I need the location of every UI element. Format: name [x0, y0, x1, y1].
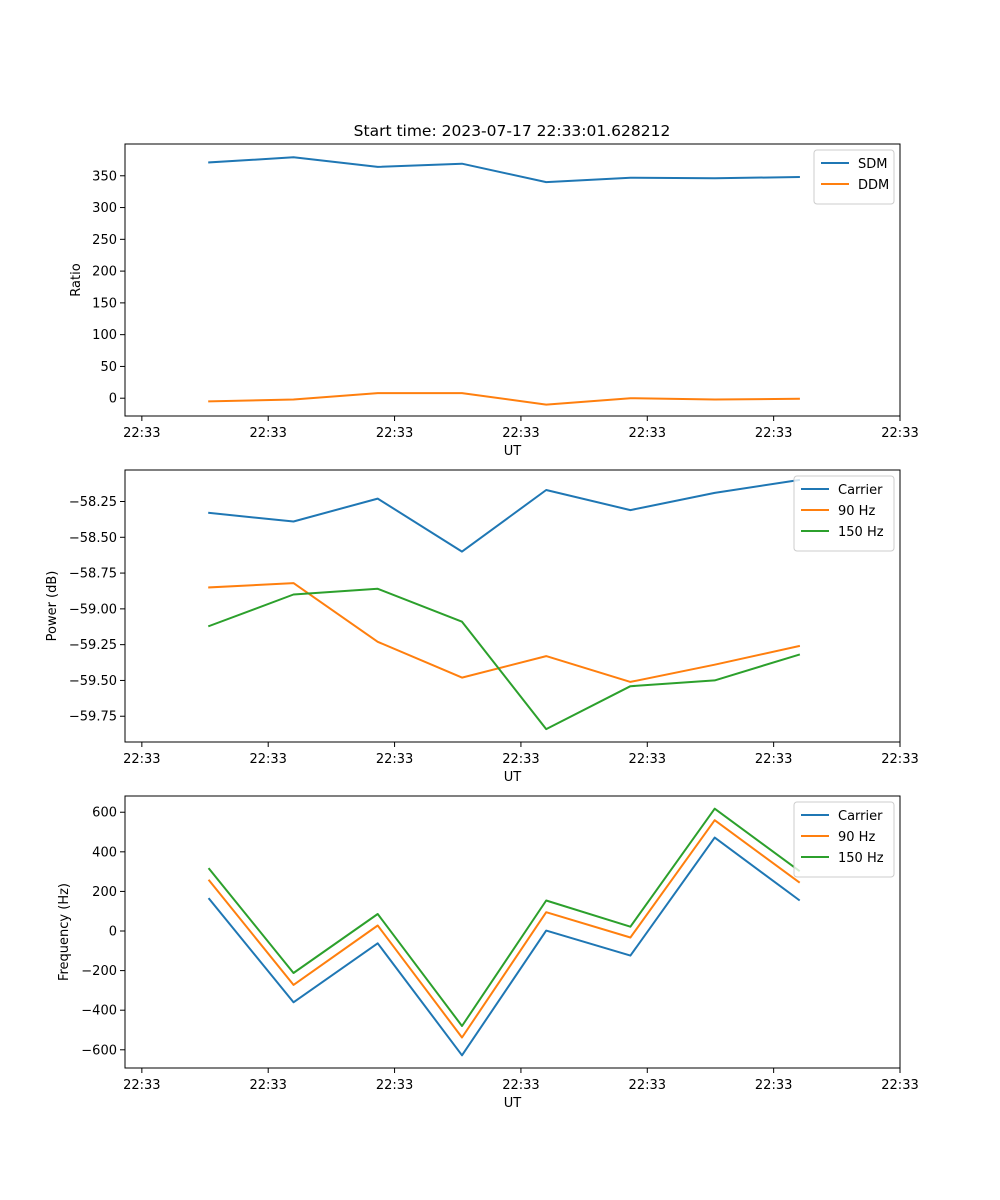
x-tick-label: 22:33 — [123, 426, 160, 441]
x-tick-label: 22:33 — [502, 752, 539, 767]
ratio-plot: 22:33 22:33 22:33 22:33 22:33 22:33 22:33 0 50 10… — [69, 143, 919, 459]
x-tick-label: 22:33 — [249, 426, 286, 441]
x-tick-label: 22:33 — [249, 1078, 286, 1093]
y-tick-label: 200 — [92, 885, 117, 900]
x-axis-label: UT — [504, 444, 522, 459]
x-tick-label: 22:33 — [881, 1078, 918, 1093]
y-tick-label: 150 — [92, 296, 117, 311]
y-tick-label: −59.50 — [69, 674, 117, 689]
series-line-carrier — [207, 836, 801, 1057]
chart-title: Start time: 2023-07-17 22:33:01.628212 — [354, 122, 671, 140]
frequency-plot: 22:33 22:33 22:33 22:33 22:33 22:33 22:33 600 40… — [57, 795, 919, 1111]
x-tick-label: 22:33 — [629, 426, 666, 441]
legend-label: Carrier — [838, 809, 883, 824]
y-tick-label: 0 — [109, 392, 117, 407]
x-tick-label: 22:33 — [755, 752, 792, 767]
x-tick-label: 22:33 — [755, 1078, 792, 1093]
y-axis-label: Frequency (Hz) — [57, 883, 72, 981]
series-line-90-hz — [207, 819, 801, 1039]
legend-label: 90 Hz — [838, 830, 875, 845]
y-tick-label: −59.75 — [69, 710, 117, 725]
series-line-sdm — [208, 156, 800, 184]
series-line-150-hz — [207, 807, 801, 1027]
y-tick-label: 0 — [109, 925, 117, 940]
x-tick-label: 22:33 — [376, 426, 413, 441]
plot-frame — [124, 143, 901, 417]
x-tick-label: 22:33 — [629, 752, 666, 767]
x-tick-label: 22:33 — [502, 1078, 539, 1093]
x-tick-label: 22:33 — [249, 752, 286, 767]
y-tick-label: 200 — [92, 265, 117, 280]
y-tick-label: 100 — [92, 328, 117, 343]
legend-label: SDM — [858, 157, 887, 172]
y-tick-label: −200 — [81, 964, 117, 979]
y-tick-label: 400 — [92, 845, 117, 860]
series-line-ddm — [208, 392, 800, 406]
legend-box — [793, 801, 895, 878]
x-tick-label: 22:33 — [376, 1078, 413, 1093]
y-tick-label: −600 — [81, 1043, 117, 1058]
y-tick-label: 300 — [92, 201, 117, 216]
x-axis-label: UT — [504, 770, 522, 785]
y-axis-label: Ratio — [69, 263, 84, 296]
y-tick-label: −59.25 — [69, 638, 117, 653]
y-tick-label: −59.00 — [69, 602, 117, 617]
x-tick-label: 22:33 — [376, 752, 413, 767]
series-line-150-hz — [207, 587, 801, 731]
legend-label: 150 Hz — [838, 851, 884, 866]
y-tick-label: 250 — [92, 233, 117, 248]
legend-box — [793, 475, 895, 552]
y-tick-label: 50 — [100, 360, 117, 375]
legend-label: Carrier — [838, 483, 883, 498]
x-tick-label: 22:33 — [629, 1078, 666, 1093]
x-tick-label: 22:33 — [881, 752, 918, 767]
plot-frame — [124, 795, 901, 1069]
y-tick-label: 600 — [92, 806, 117, 821]
x-tick-label: 22:33 — [502, 426, 539, 441]
x-axis-label: UT — [504, 1096, 522, 1111]
power-plot: 22:33 22:33 22:33 22:33 22:33 22:33 22:33 −58.2… — [45, 469, 919, 785]
legend-label: DDM — [858, 178, 889, 193]
y-tick-label: −400 — [81, 1004, 117, 1019]
legend-label: 150 Hz — [838, 525, 884, 540]
legend-label: 90 Hz — [838, 504, 875, 519]
y-tick-label: −58.50 — [69, 531, 117, 546]
x-tick-label: 22:33 — [123, 1078, 160, 1093]
series-line-carrier — [208, 478, 801, 553]
plot-frame — [124, 469, 901, 743]
x-tick-label: 22:33 — [881, 426, 918, 441]
x-tick-label: 22:33 — [755, 426, 792, 441]
y-tick-label: −58.25 — [69, 495, 117, 510]
x-tick-label: 22:33 — [123, 752, 160, 767]
y-tick-label: 350 — [92, 169, 117, 184]
y-tick-label: −58.75 — [69, 567, 117, 582]
y-axis-label: Power (dB) — [45, 571, 60, 642]
